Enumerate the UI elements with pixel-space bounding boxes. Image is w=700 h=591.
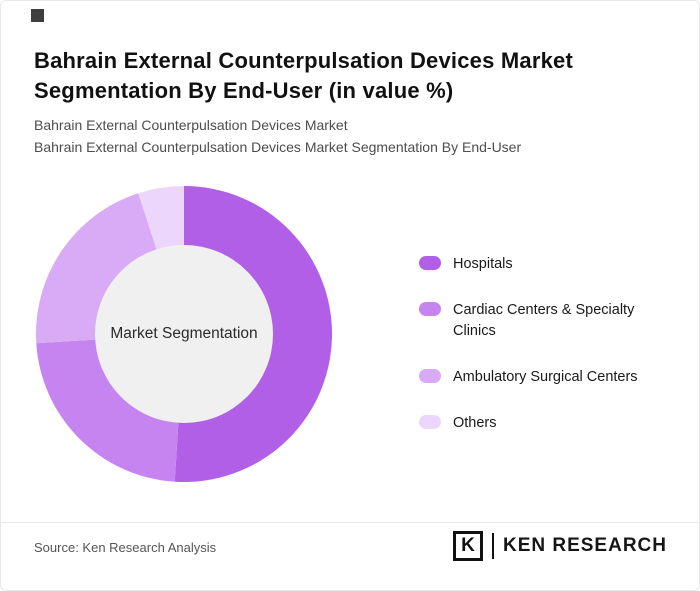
legend-item-cardiac-centers: Cardiac Centers & Specialty Clinics (419, 300, 669, 342)
donut-center-label: Market Segmentation (110, 325, 258, 342)
legend-swatch-cardiac-centers (419, 302, 441, 317)
legend-label-others: Others (453, 415, 497, 432)
chart-legend: Hospitals Cardiac Centers & Specialty Cl… (419, 254, 669, 434)
legend-swatch-others (419, 415, 441, 430)
ken-research-logo-mark-icon: K (452, 531, 483, 561)
corner-marker-icon (31, 9, 44, 22)
source-attribution: Source: Ken Research Analysis (34, 540, 217, 555)
legend-swatch-hospitals (419, 256, 441, 270)
chart-title: Bahrain External Counterpulsation Device… (34, 47, 573, 104)
donut-center-circle (95, 245, 273, 423)
chart-subtitles: Bahrain External Counterpulsation Device… (34, 115, 654, 158)
donut-chart-svg (35, 186, 332, 482)
legend-item-others: Others (419, 413, 669, 434)
logo-divider-bar (491, 533, 494, 559)
legend-swatch-ambulatory-surgical-centers (419, 369, 441, 384)
ken-research-logo: K KEN RESEARCH (452, 531, 667, 561)
legend-label-cardiac-centers: Cardiac Centers & Specialty Clinics (453, 302, 635, 340)
ken-research-logo-text: KEN RESEARCH (502, 535, 667, 556)
legend-item-ambulatory-surgical-centers: Ambulatory Surgical Centers (419, 367, 669, 388)
subtitle-line-1: Bahrain External Counterpulsation Device… (34, 117, 348, 133)
donut-chart: Market Segmentation (34, 184, 334, 484)
legend-label-hospitals: Hospitals (453, 256, 513, 272)
subtitle-line-2: Bahrain External Counterpulsation Device… (34, 138, 522, 155)
legend-item-hospitals: Hospitals (419, 254, 669, 275)
footer-divider (1, 522, 699, 523)
legend-label-ambulatory-surgical-centers: Ambulatory Surgical Centers (453, 369, 638, 386)
